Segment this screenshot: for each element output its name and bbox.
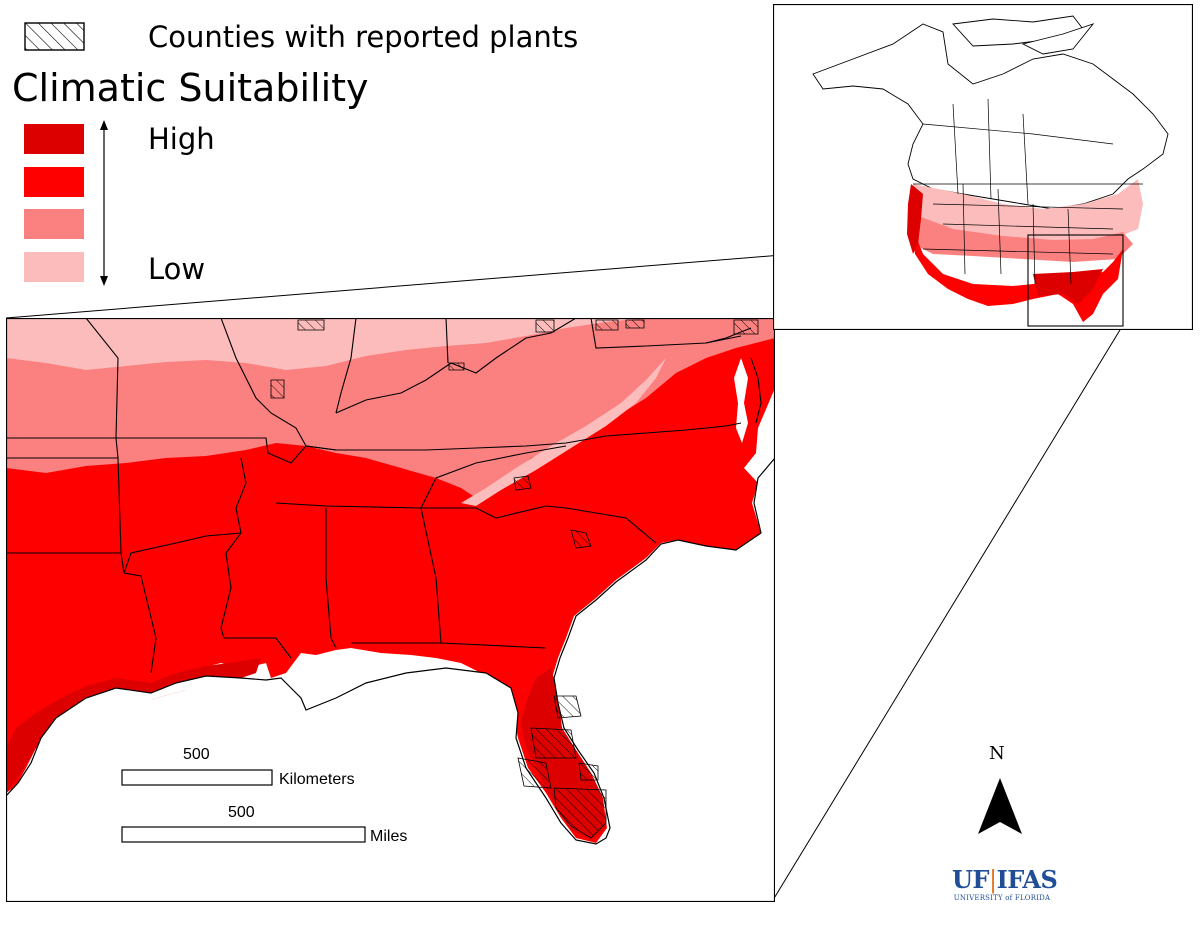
state-boundaries xyxy=(6,318,762,674)
north-label: N xyxy=(989,743,1005,764)
gulf-of-mexico-water xyxy=(6,676,306,902)
scale-km-value: 500 xyxy=(183,746,210,763)
coastline xyxy=(6,457,775,845)
north-arrow-icon xyxy=(978,778,1022,834)
legend-swatch-highest xyxy=(24,124,84,154)
scale-mi-unit: Miles xyxy=(370,828,408,845)
land-low-zone xyxy=(6,318,646,370)
legend-title: Climatic Suitability xyxy=(12,66,369,110)
atlantic-water xyxy=(554,458,775,902)
ufifas-logo: UF|IFAS UNIVERSITY of FLORIDA xyxy=(952,865,1058,903)
inset-map xyxy=(773,4,1193,330)
scale-bar-km xyxy=(121,769,273,786)
inset-boundaries xyxy=(913,98,1143,285)
scale-mi-value: 500 xyxy=(228,804,255,821)
hatch-legend-swatch xyxy=(24,22,85,51)
inset-extent-box xyxy=(1027,234,1124,327)
suitability-arrow-icon xyxy=(100,120,108,286)
reported-counties xyxy=(270,319,759,839)
hatch-legend-label: Counties with reported plants xyxy=(148,20,579,54)
main-map xyxy=(6,318,775,902)
gulf-open-water xyxy=(21,668,616,902)
legend-swatch-medium xyxy=(24,209,84,239)
legend-low-label: Low xyxy=(148,252,206,286)
chesapeake-water xyxy=(734,358,748,443)
scale-bar-miles xyxy=(121,826,366,843)
inset-landmass xyxy=(812,15,1169,210)
legend-high-label: High xyxy=(148,122,215,156)
appalachian-low-zone xyxy=(461,358,666,506)
scale-km-unit: Kilometers xyxy=(279,771,355,788)
legend-swatch-low xyxy=(24,252,84,282)
legend-swatch-high xyxy=(24,167,84,197)
land-medium-zone xyxy=(6,318,775,498)
